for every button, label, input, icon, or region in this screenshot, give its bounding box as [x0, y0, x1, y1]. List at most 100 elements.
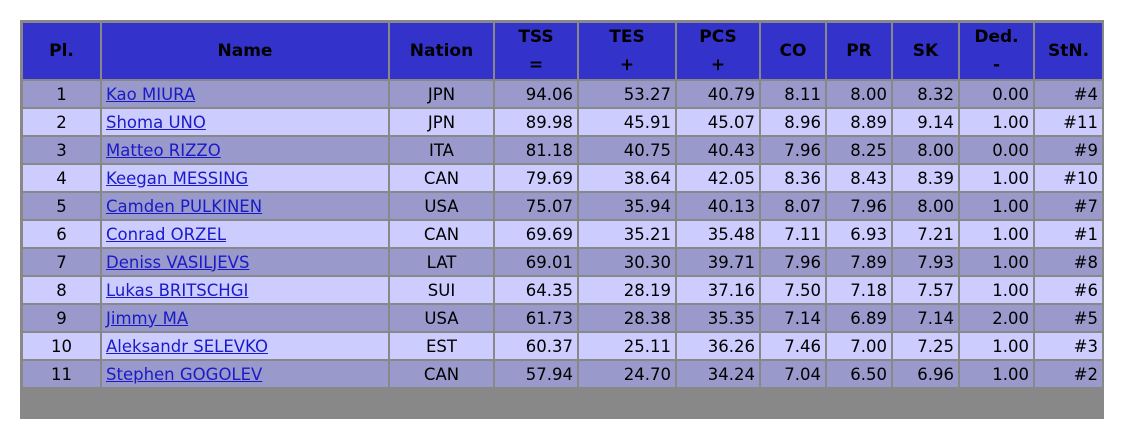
col-header-tss-label: TSS — [518, 27, 554, 47]
cell-ded: 1.00 — [960, 165, 1033, 191]
col-header-pcs-label: PCS — [699, 27, 737, 47]
skater-name-link[interactable]: Stephen GOGOLEV — [106, 364, 263, 384]
table-row: 9 Jimmy MA USA 61.73 28.38 35.35 7.14 6.89 7.14 2… — [23, 305, 1102, 331]
col-header-pcs: PCS + — [677, 23, 759, 79]
col-header-nation-label: Nation — [409, 41, 474, 61]
col-header-pr: PR — [827, 23, 891, 79]
cell-pr: 7.18 — [827, 277, 891, 303]
cell-nation: ITA — [390, 137, 493, 163]
cell-name: Lukas BRITSCHGI — [102, 277, 388, 303]
skater-name-link[interactable]: Shoma UNO — [106, 112, 206, 132]
skater-name-link[interactable]: Matteo RIZZO — [106, 140, 221, 160]
cell-nation: USA — [390, 305, 493, 331]
cell-pcs: 36.26 — [677, 333, 759, 359]
cell-pr: 7.00 — [827, 333, 891, 359]
skater-name-link[interactable]: Deniss VASILJEVS — [106, 252, 250, 272]
cell-stn: #2 — [1035, 361, 1102, 387]
cell-ded: 0.00 — [960, 137, 1033, 163]
cell-co: 7.14 — [761, 305, 825, 331]
skater-name-link[interactable]: Aleksandr SELEVKO — [106, 336, 268, 356]
table-row: 1 Kao MIURA JPN 94.06 53.27 40.79 8.11 8.00 8.32… — [23, 81, 1102, 107]
cell-sk: 7.93 — [893, 249, 958, 275]
cell-co: 7.96 — [761, 249, 825, 275]
cell-tes: 45.91 — [579, 109, 675, 135]
col-header-sk-label: SK — [912, 41, 939, 61]
cell-pcs: 39.71 — [677, 249, 759, 275]
cell-name: Camden PULKINEN — [102, 193, 388, 219]
cell-pr: 7.96 — [827, 193, 891, 219]
cell-tss: 89.98 — [495, 109, 577, 135]
cell-tes: 38.64 — [579, 165, 675, 191]
cell-sk: 7.14 — [893, 305, 958, 331]
cell-nation: CAN — [390, 221, 493, 247]
cell-pr: 8.00 — [827, 81, 891, 107]
skater-name-link[interactable]: Camden PULKINEN — [106, 196, 263, 216]
cell-sk: 8.00 — [893, 137, 958, 163]
cell-co: 7.96 — [761, 137, 825, 163]
cell-name: Kao MIURA — [102, 81, 388, 107]
cell-name: Conrad ORZEL — [102, 221, 388, 247]
cell-ded: 1.00 — [960, 361, 1033, 387]
skater-name-link[interactable]: Conrad ORZEL — [106, 224, 227, 244]
cell-sk: 7.21 — [893, 221, 958, 247]
cell-name: Deniss VASILJEVS — [102, 249, 388, 275]
cell-tss: 79.69 — [495, 165, 577, 191]
cell-pcs: 42.05 — [677, 165, 759, 191]
cell-stn: #4 — [1035, 81, 1102, 107]
cell-nation: CAN — [390, 361, 493, 387]
table-row: 4 Keegan MESSING CAN 79.69 38.64 42.05 8.36 8.4… — [23, 165, 1102, 191]
cell-pcs: 37.16 — [677, 277, 759, 303]
col-header-pr-label: PR — [846, 41, 872, 61]
cell-stn: #8 — [1035, 249, 1102, 275]
cell-tss: 60.37 — [495, 333, 577, 359]
cell-co: 8.11 — [761, 81, 825, 107]
cell-pcs: 40.79 — [677, 81, 759, 107]
col-header-place: Pl. — [23, 23, 100, 79]
cell-place: 5 — [23, 193, 100, 219]
cell-co: 8.07 — [761, 193, 825, 219]
cell-sk: 6.96 — [893, 361, 958, 387]
col-header-sk: SK — [893, 23, 958, 79]
results-table-frame: Pl. Name Nation TSS = TES + PCS + CO PR SK … — [20, 20, 1104, 419]
cell-sk: 8.39 — [893, 165, 958, 191]
col-header-stn: StN. — [1035, 23, 1102, 79]
col-header-ded: Ded. - — [960, 23, 1033, 79]
cell-stn: #9 — [1035, 137, 1102, 163]
cell-ded: 1.00 — [960, 277, 1033, 303]
cell-sk: 8.32 — [893, 81, 958, 107]
col-header-tes-symbol: + — [619, 55, 635, 75]
cell-place: 8 — [23, 277, 100, 303]
skater-name-link[interactable]: Kao MIURA — [106, 84, 196, 104]
cell-name: Stephen GOGOLEV — [102, 361, 388, 387]
col-header-nation: Nation — [390, 23, 493, 79]
cell-co: 8.96 — [761, 109, 825, 135]
skater-name-link[interactable]: Jimmy MA — [106, 308, 189, 328]
col-header-stn-label: StN. — [1047, 41, 1090, 61]
cell-pr: 6.93 — [827, 221, 891, 247]
cell-tes: 53.27 — [579, 81, 675, 107]
cell-place: 2 — [23, 109, 100, 135]
cell-ded: 1.00 — [960, 333, 1033, 359]
cell-pr: 8.25 — [827, 137, 891, 163]
cell-tss: 69.69 — [495, 221, 577, 247]
results-table: Pl. Name Nation TSS = TES + PCS + CO PR SK … — [21, 21, 1104, 389]
cell-ded: 1.00 — [960, 221, 1033, 247]
cell-place: 3 — [23, 137, 100, 163]
cell-sk: 9.14 — [893, 109, 958, 135]
table-row: 8 Lukas BRITSCHGI SUI 64.35 28.19 37.16 7.50 7.… — [23, 277, 1102, 303]
cell-tss: 81.18 — [495, 137, 577, 163]
cell-ded: 1.00 — [960, 109, 1033, 135]
cell-place: 7 — [23, 249, 100, 275]
cell-pcs: 35.48 — [677, 221, 759, 247]
cell-co: 7.50 — [761, 277, 825, 303]
skater-name-link[interactable]: Lukas BRITSCHGI — [106, 280, 249, 300]
cell-place: 11 — [23, 361, 100, 387]
cell-tss: 69.01 — [495, 249, 577, 275]
table-body: 1 Kao MIURA JPN 94.06 53.27 40.79 8.11 8.00 8.32… — [23, 81, 1102, 387]
cell-stn: #5 — [1035, 305, 1102, 331]
skater-name-link[interactable]: Keegan MESSING — [106, 168, 249, 188]
cell-name: Keegan MESSING — [102, 165, 388, 191]
cell-tes: 25.11 — [579, 333, 675, 359]
cell-name: Matteo RIZZO — [102, 137, 388, 163]
cell-ded: 1.00 — [960, 249, 1033, 275]
